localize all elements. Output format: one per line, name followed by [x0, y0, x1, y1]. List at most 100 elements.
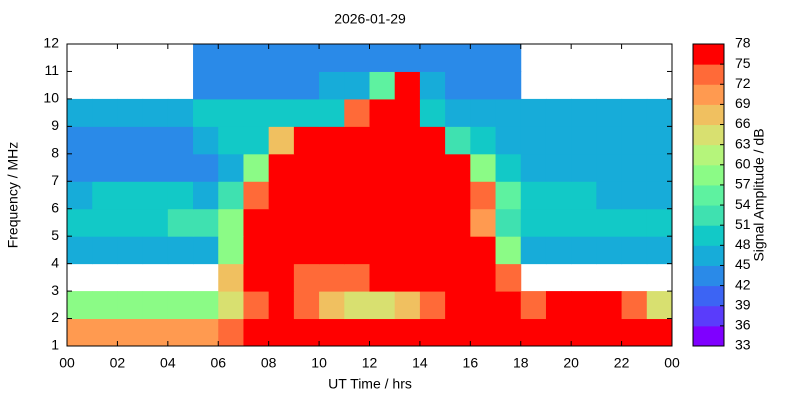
heatmap-cell: [470, 263, 497, 292]
heatmap-cell: [67, 153, 93, 182]
heatmap-cell: [218, 153, 244, 182]
colorbar-band: [693, 305, 724, 327]
heatmap-cell: [646, 236, 673, 265]
heatmap-cell: [268, 208, 295, 237]
heatmap-cell: [319, 291, 345, 320]
heatmap-cell: [470, 98, 497, 127]
heatmap-cell: [243, 153, 270, 182]
heatmap-cell: [571, 236, 597, 265]
heatmap-cell: [445, 291, 471, 320]
x-tick-label: 08: [261, 355, 277, 371]
heatmap-cell: [193, 126, 219, 155]
colorbar-band: [693, 285, 724, 307]
heatmap-cell: [369, 98, 396, 127]
heatmap-cell: [293, 318, 320, 347]
heatmap-cell: [293, 98, 320, 127]
heatmap-cell: [445, 181, 471, 210]
heatmap-cell: [268, 98, 295, 127]
heatmap-cell: [445, 263, 471, 292]
heatmap-cell: [520, 291, 547, 320]
heatmap-cell: [268, 44, 295, 72]
heatmap-cell: [520, 318, 547, 347]
heatmap-cell: [545, 126, 572, 155]
heatmap-cell: [419, 181, 446, 210]
heatmap-cell: [394, 71, 421, 100]
heatmap-cell: [646, 291, 673, 320]
x-tick-label: 12: [362, 355, 378, 371]
heatmap-cell: [193, 208, 219, 237]
heatmap-cell: [520, 98, 547, 127]
heatmap-cell: [369, 236, 396, 265]
x-tick-label: 00: [59, 355, 75, 371]
heatmap-cell: [470, 318, 497, 347]
colorbar-band: [693, 44, 724, 65]
heatmap-cell: [142, 318, 169, 347]
heatmap-cell: [167, 291, 194, 320]
heatmap-cell: [646, 126, 673, 155]
chart-title: 2026-01-29: [334, 11, 406, 27]
heatmap-cell: [293, 153, 320, 182]
heatmap-cell: [117, 153, 144, 182]
heatmap-cell: [193, 98, 219, 127]
heatmap-cell: [545, 98, 572, 127]
heatmap-cell: [268, 71, 295, 100]
heatmap-cell: [571, 126, 597, 155]
heatmap-cell: [419, 153, 446, 182]
heatmap-cell: [520, 153, 547, 182]
heatmap-cell: [495, 44, 522, 72]
heatmap-cell: [495, 208, 522, 237]
heatmap-cell: [520, 181, 547, 210]
heatmap-cell: [369, 291, 396, 320]
heatmap-cell: [369, 208, 396, 237]
heatmap-cell: [419, 98, 446, 127]
heatmap-cell: [545, 208, 572, 237]
x-tick-label: 18: [513, 355, 529, 371]
heatmap-cell: [142, 291, 169, 320]
y-tick-label: 9: [51, 117, 59, 133]
heatmap-cell: [344, 263, 370, 292]
heatmap-cell: [319, 98, 345, 127]
heatmap-cell: [596, 181, 623, 210]
y-tick-label: 2: [51, 309, 59, 325]
heatmap-cell: [646, 98, 673, 127]
heatmap-cell: [394, 44, 421, 72]
heatmap-cell: [293, 181, 320, 210]
y-tick-label: 7: [51, 172, 59, 188]
heatmap-cell: [243, 71, 270, 100]
heatmap-cell: [243, 98, 270, 127]
heatmap-cell: [495, 236, 522, 265]
heatmap-cell: [369, 318, 396, 347]
heatmap-cell: [419, 126, 446, 155]
heatmap-cell: [445, 153, 471, 182]
heatmap-cell: [344, 44, 370, 72]
heatmap-cell: [394, 236, 421, 265]
heatmap-cell: [495, 263, 522, 292]
heatmap-cell: [67, 181, 93, 210]
heatmap-cell: [218, 98, 244, 127]
heatmap-cell: [596, 98, 623, 127]
heatmap-cell: [117, 126, 144, 155]
heatmap-cell: [67, 98, 93, 127]
heatmap-cell: [117, 208, 144, 237]
heatmap-cell: [495, 71, 522, 100]
heatmap-cell: [344, 318, 370, 347]
heatmap-cell: [243, 44, 270, 72]
heatmap-cell: [470, 126, 497, 155]
heatmap-cell: [243, 181, 270, 210]
colorbar-tick-label: 36: [735, 317, 751, 333]
heatmap-cell: [218, 263, 244, 292]
heatmap-cell: [545, 153, 572, 182]
heatmap-cell: [344, 291, 370, 320]
heatmap-cell: [167, 208, 194, 237]
heatmap-cell: [369, 44, 396, 72]
heatmap-cell: [117, 181, 144, 210]
colorbar-tick-label: 60: [735, 156, 751, 172]
heatmap-cell: [319, 208, 345, 237]
colorbar-tick-label: 72: [735, 75, 751, 91]
heatmap-cell: [92, 153, 118, 182]
x-tick-label: 22: [614, 355, 630, 371]
heatmap-cell: [142, 153, 169, 182]
colorbar-tick-label: 51: [735, 216, 751, 232]
heatmap-cell: [596, 236, 623, 265]
heatmap-cell: [319, 126, 345, 155]
